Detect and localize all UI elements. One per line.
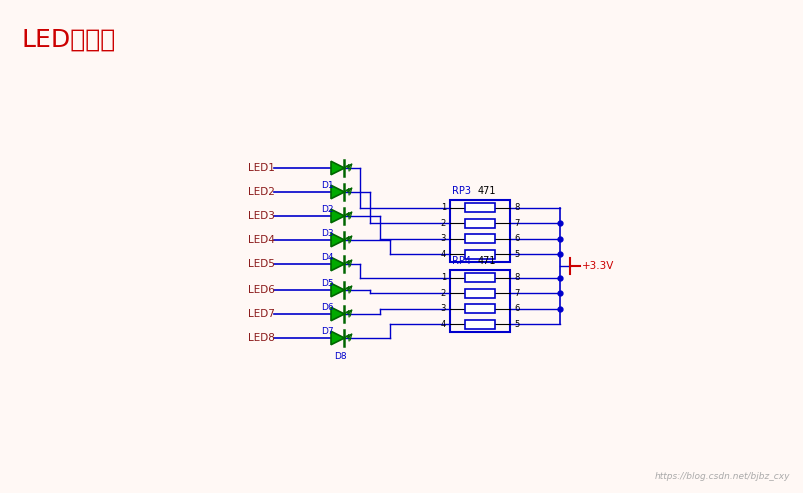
Text: 1: 1 [440, 273, 446, 282]
Bar [464, 235, 495, 243]
Text: D4: D4 [321, 253, 333, 262]
Text: LED7: LED7 [247, 309, 275, 319]
Text: 6: 6 [513, 304, 519, 313]
Text: LED3: LED3 [247, 211, 275, 221]
Bar [450, 270, 509, 332]
Text: D1: D1 [321, 181, 333, 190]
Text: 3: 3 [440, 304, 446, 313]
Text: D6: D6 [321, 303, 333, 312]
Bar [464, 274, 495, 282]
Text: 8: 8 [513, 203, 519, 212]
Bar [464, 219, 495, 227]
Text: LED1: LED1 [247, 163, 275, 173]
Text: RP4: RP4 [451, 256, 471, 266]
Polygon shape [331, 283, 344, 297]
Text: 5: 5 [513, 250, 519, 259]
Bar [464, 289, 495, 297]
Bar [464, 305, 495, 313]
Text: LED4: LED4 [247, 235, 275, 245]
Text: D2: D2 [321, 205, 333, 214]
Bar [464, 250, 495, 258]
Text: 2: 2 [440, 219, 446, 228]
Text: LED2: LED2 [247, 187, 275, 197]
Text: 7: 7 [513, 289, 519, 298]
Text: LED5: LED5 [247, 259, 275, 269]
Polygon shape [331, 185, 344, 199]
Polygon shape [331, 331, 344, 345]
Text: 2: 2 [440, 289, 446, 298]
Text: RP3: RP3 [451, 186, 471, 196]
Text: 471: 471 [478, 186, 496, 196]
Bar [450, 200, 509, 262]
Text: 4: 4 [440, 320, 446, 329]
Text: 6: 6 [513, 234, 519, 243]
Bar [464, 320, 495, 328]
Text: 4: 4 [440, 250, 446, 259]
Polygon shape [331, 209, 344, 223]
Text: D3: D3 [321, 229, 333, 238]
Text: D5: D5 [321, 279, 333, 288]
Text: 5: 5 [513, 320, 519, 329]
Text: 471: 471 [478, 256, 496, 266]
Text: D8: D8 [333, 352, 346, 361]
Polygon shape [331, 257, 344, 271]
Text: LED6: LED6 [247, 285, 275, 295]
Bar [464, 204, 495, 212]
Text: D7: D7 [321, 327, 333, 336]
Polygon shape [331, 161, 344, 175]
Text: 3: 3 [440, 234, 446, 243]
Polygon shape [331, 233, 344, 247]
Text: 1: 1 [440, 203, 446, 212]
Text: LED灯模块: LED灯模块 [22, 28, 116, 52]
Text: 8: 8 [513, 273, 519, 282]
Polygon shape [331, 307, 344, 321]
Text: https://blog.csdn.net/bjbz_cxy: https://blog.csdn.net/bjbz_cxy [654, 472, 789, 481]
Text: +3.3V: +3.3V [581, 261, 613, 271]
Text: LED8: LED8 [247, 333, 275, 343]
Text: 7: 7 [513, 219, 519, 228]
